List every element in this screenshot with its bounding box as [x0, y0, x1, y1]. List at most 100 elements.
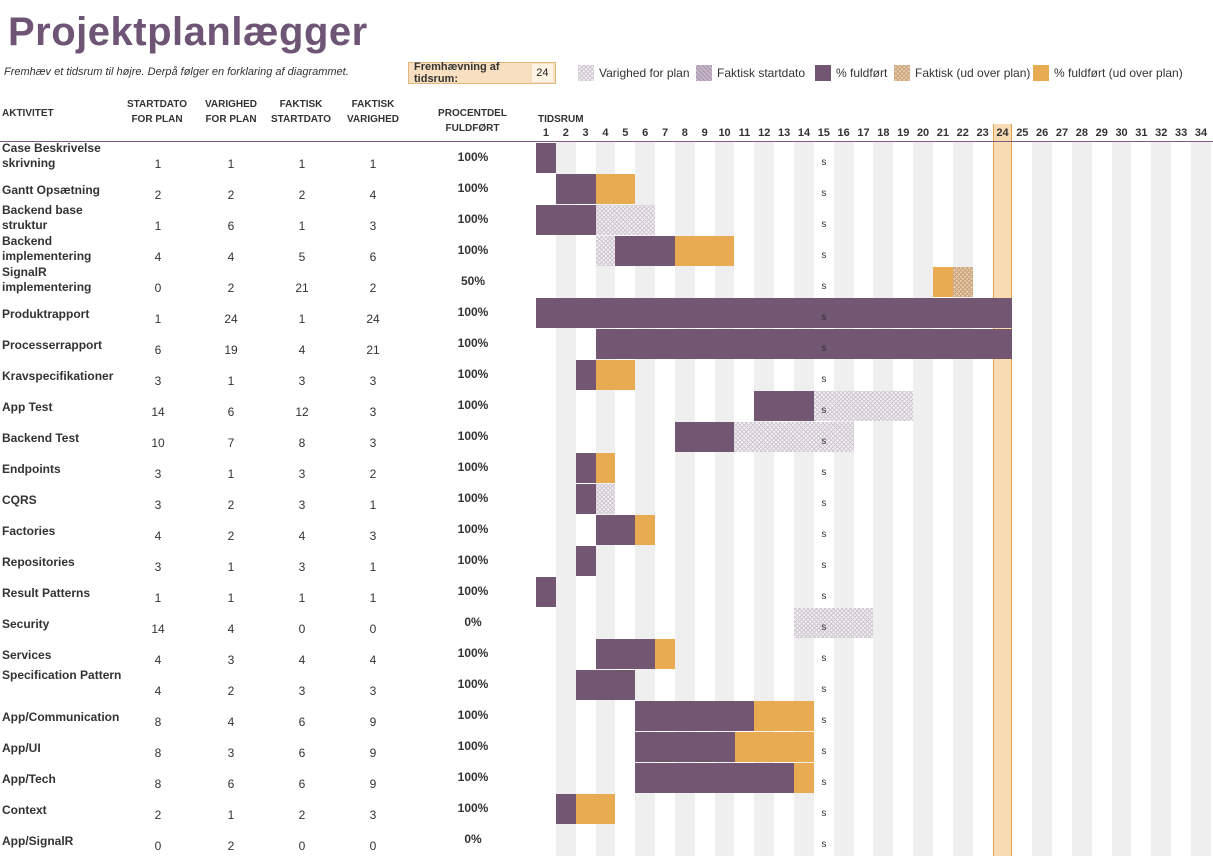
plan-duration-cell[interactable]: 19 [224, 343, 238, 357]
activity-name[interactable]: Processerrapport [2, 338, 103, 352]
activity-name[interactable]: Specification Pattern [2, 668, 122, 682]
plan-start-cell[interactable]: 6 [154, 343, 162, 357]
plan-duration-cell[interactable]: 7 [227, 436, 235, 450]
activity-name[interactable]: Factories [2, 524, 56, 538]
actual-duration-cell[interactable]: 3 [369, 529, 377, 543]
actual-duration-cell[interactable]: 4 [369, 653, 377, 667]
actual-start-cell[interactable]: 0 [298, 622, 306, 636]
activity-name[interactable]: Security [2, 617, 50, 631]
percent-complete-cell[interactable]: 100% [457, 677, 489, 691]
percent-complete-cell[interactable]: 100% [457, 460, 489, 474]
plan-start-cell[interactable]: 2 [154, 808, 162, 822]
actual-duration-cell[interactable]: 3 [369, 374, 377, 388]
plan-duration-cell[interactable]: 3 [227, 746, 235, 760]
actual-duration-cell[interactable]: 3 [369, 405, 377, 419]
plan-start-cell[interactable]: 10 [151, 436, 165, 450]
actual-start-cell[interactable]: 2 [298, 808, 306, 822]
actual-duration-cell[interactable]: 3 [369, 219, 377, 233]
plan-start-cell[interactable]: 3 [154, 467, 162, 481]
plan-duration-cell[interactable]: 1 [227, 157, 235, 171]
actual-duration-cell[interactable]: 0 [369, 839, 377, 853]
plan-duration-cell[interactable]: 1 [227, 560, 235, 574]
actual-start-cell[interactable]: 6 [298, 777, 306, 791]
activity-name[interactable]: Repositories [2, 555, 75, 569]
plan-duration-cell[interactable]: 1 [227, 808, 235, 822]
actual-start-cell[interactable]: 3 [298, 467, 306, 481]
percent-complete-cell[interactable]: 100% [457, 708, 489, 722]
activity-name[interactable]: SignalR implementering [2, 265, 92, 294]
plan-duration-cell[interactable]: 2 [227, 529, 235, 543]
percent-complete-cell[interactable]: 100% [457, 801, 489, 815]
actual-start-cell[interactable]: 3 [298, 684, 306, 698]
actual-start-cell[interactable]: 6 [298, 715, 306, 729]
percent-complete-cell[interactable]: 100% [457, 243, 489, 257]
plan-duration-cell[interactable]: 2 [227, 684, 235, 698]
actual-start-cell[interactable]: 8 [298, 436, 306, 450]
plan-duration-cell[interactable]: 6 [227, 219, 235, 233]
plan-start-cell[interactable]: 4 [154, 250, 162, 264]
actual-start-cell[interactable]: 3 [298, 374, 306, 388]
plan-duration-cell[interactable]: 1 [227, 591, 235, 605]
actual-duration-cell[interactable]: 9 [369, 746, 377, 760]
plan-start-cell[interactable]: 1 [154, 312, 162, 326]
period-highlight-control[interactable]: Fremhævning af tidsrum: 24 [408, 61, 556, 85]
percent-complete-cell[interactable]: 100% [457, 367, 489, 381]
percent-complete-cell[interactable]: 100% [457, 522, 489, 536]
actual-duration-cell[interactable]: 3 [369, 808, 377, 822]
activity-name[interactable]: Gantt Opsætning [2, 183, 100, 197]
activity-name[interactable]: App Test [2, 400, 53, 414]
activity-name[interactable]: App/SignalR [2, 834, 74, 848]
actual-start-cell[interactable]: 5 [298, 250, 306, 264]
activity-name[interactable]: CQRS [2, 493, 37, 507]
plan-duration-cell[interactable]: 4 [227, 715, 235, 729]
plan-start-cell[interactable]: 8 [154, 777, 162, 791]
plan-duration-cell[interactable]: 3 [227, 653, 235, 667]
actual-start-cell[interactable]: 1 [298, 157, 306, 171]
plan-start-cell[interactable]: 4 [154, 529, 162, 543]
actual-start-cell[interactable]: 21 [295, 281, 309, 295]
actual-duration-cell[interactable]: 3 [369, 436, 377, 450]
actual-duration-cell[interactable]: 1 [369, 560, 377, 574]
plan-duration-cell[interactable]: 1 [227, 467, 235, 481]
activity-name[interactable]: Result Patterns [2, 586, 91, 600]
actual-start-cell[interactable]: 4 [298, 343, 306, 357]
plan-start-cell[interactable]: 3 [154, 560, 162, 574]
plan-duration-cell[interactable]: 1 [227, 374, 235, 388]
percent-complete-cell[interactable]: 100% [457, 429, 489, 443]
plan-start-cell[interactable]: 0 [154, 281, 162, 295]
actual-duration-cell[interactable]: 3 [369, 684, 377, 698]
actual-duration-cell[interactable]: 1 [369, 498, 377, 512]
activity-name[interactable]: Backend implementering [2, 234, 92, 263]
plan-start-cell[interactable]: 1 [154, 219, 162, 233]
plan-start-cell[interactable]: 1 [154, 157, 162, 171]
actual-start-cell[interactable]: 1 [298, 591, 306, 605]
plan-duration-cell[interactable]: 2 [227, 281, 235, 295]
activity-name[interactable]: Services [2, 648, 52, 662]
plan-duration-cell[interactable]: 6 [227, 777, 235, 791]
percent-complete-cell[interactable]: 100% [457, 584, 489, 598]
plan-duration-cell[interactable]: 4 [227, 250, 235, 264]
actual-duration-cell[interactable]: 21 [366, 343, 380, 357]
plan-start-cell[interactable]: 4 [154, 684, 162, 698]
plan-duration-cell[interactable]: 4 [227, 622, 235, 636]
actual-duration-cell[interactable]: 0 [369, 622, 377, 636]
percent-complete-cell[interactable]: 100% [457, 739, 489, 753]
plan-start-cell[interactable]: 8 [154, 746, 162, 760]
actual-start-cell[interactable]: 3 [298, 498, 306, 512]
actual-start-cell[interactable]: 6 [298, 746, 306, 760]
plan-duration-cell[interactable]: 24 [224, 312, 238, 326]
activity-name[interactable]: Kravspecifikationer [2, 369, 114, 383]
plan-start-cell[interactable]: 8 [154, 715, 162, 729]
percent-complete-cell[interactable]: 100% [457, 212, 489, 226]
plan-start-cell[interactable]: 0 [154, 839, 162, 853]
percent-complete-cell[interactable]: 0% [464, 832, 482, 846]
actual-start-cell[interactable]: 1 [298, 312, 306, 326]
actual-start-cell[interactable]: 0 [298, 839, 306, 853]
actual-start-cell[interactable]: 12 [295, 405, 309, 419]
activity-name[interactable]: Produktrapport [2, 307, 90, 321]
activity-name[interactable]: App/UI [2, 741, 41, 755]
actual-duration-cell[interactable]: 1 [369, 157, 377, 171]
activity-name[interactable]: Context [2, 803, 47, 817]
plan-start-cell[interactable]: 1 [154, 591, 162, 605]
actual-duration-cell[interactable]: 2 [369, 281, 377, 295]
